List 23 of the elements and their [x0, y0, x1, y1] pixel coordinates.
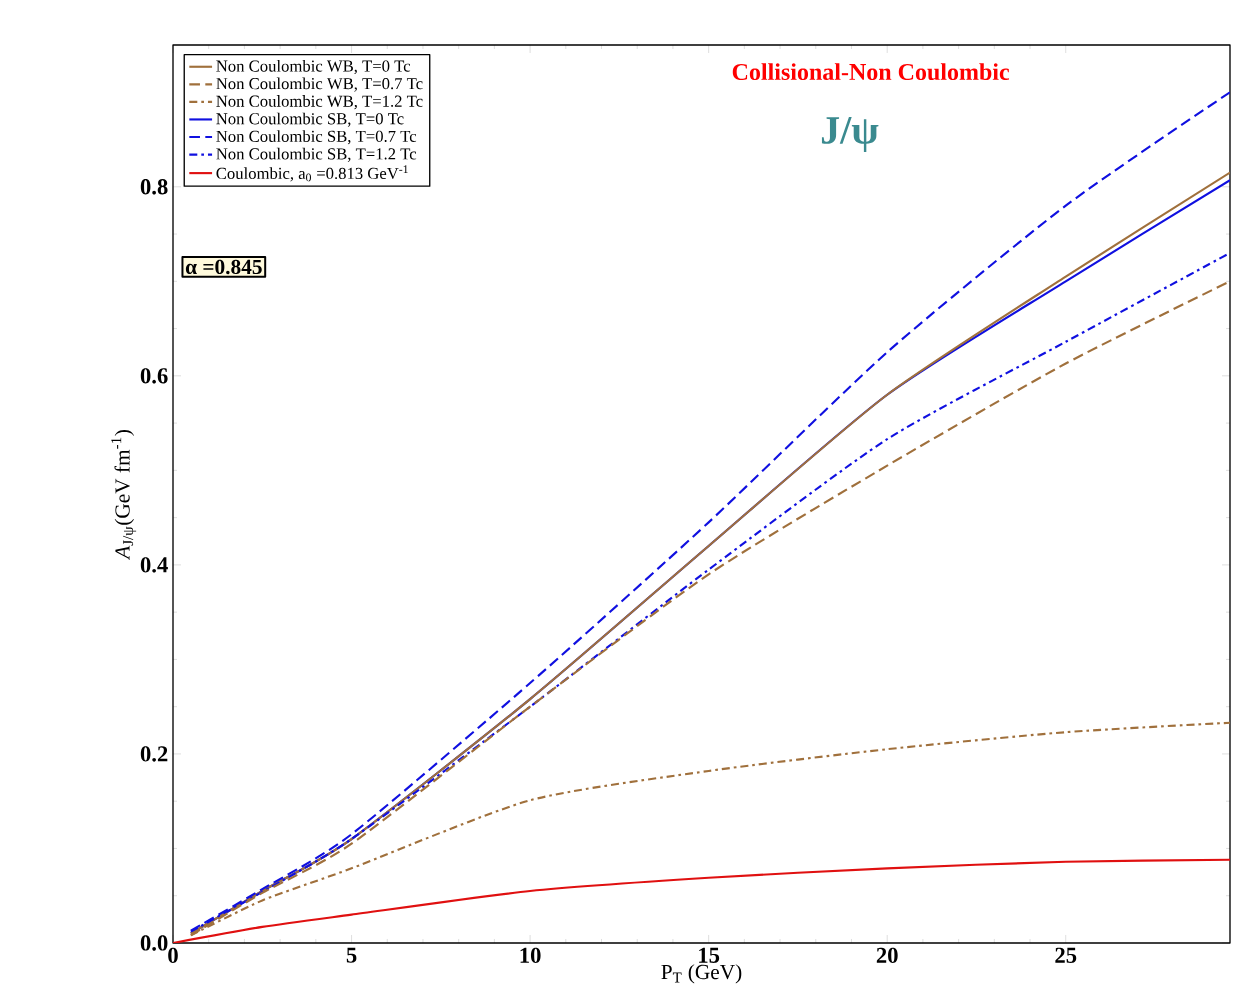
legend-label: Non Coulombic WB, T=1.2 Tc	[216, 95, 423, 110]
annotation: Collisional-Non Coulombic	[732, 63, 1010, 81]
x-tick-label: 10	[520, 947, 541, 963]
y-tick-label: 0.4	[140, 557, 168, 573]
annotation: J/ψ	[821, 117, 879, 152]
x-tick-label: 5	[346, 947, 357, 963]
y-axis-title: A$_{J/ψ}$(GeV fm$^{-1}$)	[111, 430, 137, 561]
legend-label: Coulombic, a$_{0}$ =0.813 GeV$^{-1}$	[216, 165, 408, 182]
y-tick-label: 0.2	[140, 746, 168, 762]
y-tick-label: 0.6	[140, 368, 168, 384]
x-tick-label: 25	[1055, 947, 1077, 963]
y-tick-label: 0.0	[140, 935, 168, 951]
x-axis-title: P$_{T}$ (GeV)	[661, 964, 742, 984]
y-tick-label: 0.8	[140, 179, 168, 195]
legend-label: Non Coulombic SB, T=0 Tc	[216, 112, 404, 127]
legend-label: Non Coulombic SB, T=0.7 Tc	[216, 130, 417, 145]
legend-label: Non Coulombic WB, T=0.7 Tc	[216, 77, 423, 92]
annotation: α =0.845	[185, 259, 262, 275]
x-tick-label: 20	[876, 947, 898, 963]
legend-label: Non Coulombic SB, T=1.2 Tc	[216, 147, 417, 162]
x-tick-label: 0	[168, 947, 178, 963]
x-tick-label: 15	[699, 947, 720, 963]
legend-label: Non Coulombic WB, T=0 Tc	[216, 59, 411, 75]
